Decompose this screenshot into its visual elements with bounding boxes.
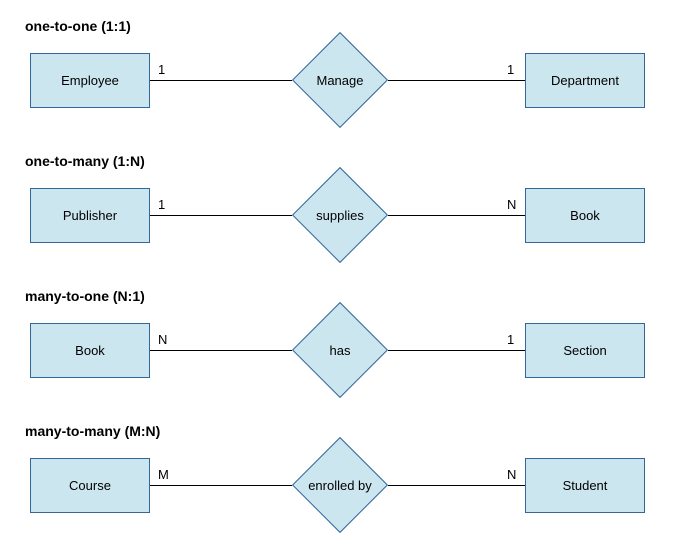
cardinality-left-3: M [158,467,169,482]
heading-1to1: one-to-one (1:1) [25,18,131,34]
entity-label: Student [563,478,608,493]
edge-left-1 [150,215,292,216]
entity-label: Course [69,478,111,493]
entity-label: Employee [61,73,119,88]
relationship-supplies: supplies [306,181,374,249]
entity-publisher: Publisher [30,188,150,243]
entity-book-r2: Book [30,323,150,378]
cardinality-right-2: 1 [507,332,514,347]
cardinality-right-1: N [507,197,516,212]
edge-right-1 [388,215,525,216]
edge-right-2 [388,350,525,351]
entity-student: Student [525,458,645,513]
entity-department: Department [525,53,645,108]
relationship-label: has [276,316,404,384]
entity-label: Publisher [63,208,117,223]
entity-book-r1: Book [525,188,645,243]
entity-label: Book [75,343,105,358]
cardinality-left-1: 1 [158,197,165,212]
entity-section: Section [525,323,645,378]
cardinality-left-0: 1 [158,62,165,77]
relationship-enrolled-by: enrolled by [306,451,374,519]
cardinality-left-2: N [158,332,167,347]
entity-label: Book [570,208,600,223]
heading-MtoN: many-to-many (M:N) [25,423,160,439]
cardinality-right-3: N [507,467,516,482]
edge-right-0 [388,80,525,81]
relationship-label: enrolled by [276,451,404,519]
cardinality-right-0: 1 [507,62,514,77]
relationship-has: has [306,316,374,384]
entity-label: Department [551,73,619,88]
edge-right-3 [388,485,525,486]
entity-label: Section [563,343,606,358]
heading-1toN: one-to-many (1:N) [25,153,145,169]
edge-left-2 [150,350,292,351]
relationship-label: Manage [276,46,404,114]
er-cardinality-diagram: one-to-one (1:1) Employee 1 Manage 1 Dep… [0,0,675,560]
entity-course: Course [30,458,150,513]
relationship-manage: Manage [306,46,374,114]
edge-left-0 [150,80,292,81]
edge-left-3 [150,485,292,486]
heading-Nto1: many-to-one (N:1) [25,288,145,304]
entity-employee: Employee [30,53,150,108]
relationship-label: supplies [276,181,404,249]
